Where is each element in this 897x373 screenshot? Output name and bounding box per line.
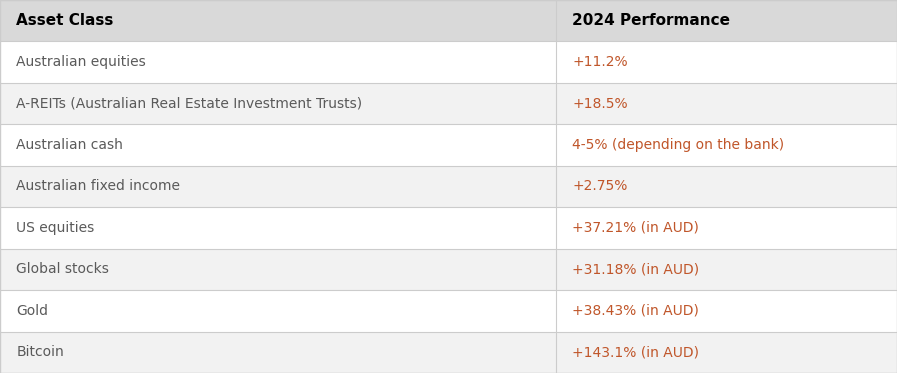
Bar <box>556 166 897 207</box>
Text: +31.18% (in AUD): +31.18% (in AUD) <box>572 262 700 276</box>
Bar <box>556 124 897 166</box>
Text: Bitcoin: Bitcoin <box>16 345 64 359</box>
Bar <box>0 0 556 41</box>
Bar <box>556 290 897 332</box>
Text: A-REITs (Australian Real Estate Investment Trusts): A-REITs (Australian Real Estate Investme… <box>16 97 362 111</box>
Bar <box>0 332 556 373</box>
Text: +2.75%: +2.75% <box>572 179 628 194</box>
Text: 4-5% (depending on the bank): 4-5% (depending on the bank) <box>572 138 784 152</box>
Text: +143.1% (in AUD): +143.1% (in AUD) <box>572 345 700 359</box>
Text: Gold: Gold <box>16 304 48 318</box>
Bar <box>0 290 556 332</box>
Text: Australian equities: Australian equities <box>16 55 146 69</box>
Bar <box>556 207 897 249</box>
Text: +18.5%: +18.5% <box>572 97 628 111</box>
Bar <box>0 83 556 124</box>
Text: 2024 Performance: 2024 Performance <box>572 13 730 28</box>
Bar <box>556 332 897 373</box>
Text: Global stocks: Global stocks <box>16 262 109 276</box>
Text: +37.21% (in AUD): +37.21% (in AUD) <box>572 221 699 235</box>
Bar <box>0 124 556 166</box>
Bar <box>0 249 556 290</box>
Bar <box>0 41 556 83</box>
Bar <box>0 166 556 207</box>
Text: Asset Class: Asset Class <box>16 13 114 28</box>
Text: +38.43% (in AUD): +38.43% (in AUD) <box>572 304 699 318</box>
Bar <box>556 83 897 124</box>
Bar <box>556 41 897 83</box>
Bar <box>556 0 897 41</box>
Bar <box>0 207 556 249</box>
Text: Australian fixed income: Australian fixed income <box>16 179 180 194</box>
Text: +11.2%: +11.2% <box>572 55 628 69</box>
Bar <box>556 249 897 290</box>
Text: US equities: US equities <box>16 221 94 235</box>
Text: Australian cash: Australian cash <box>16 138 123 152</box>
